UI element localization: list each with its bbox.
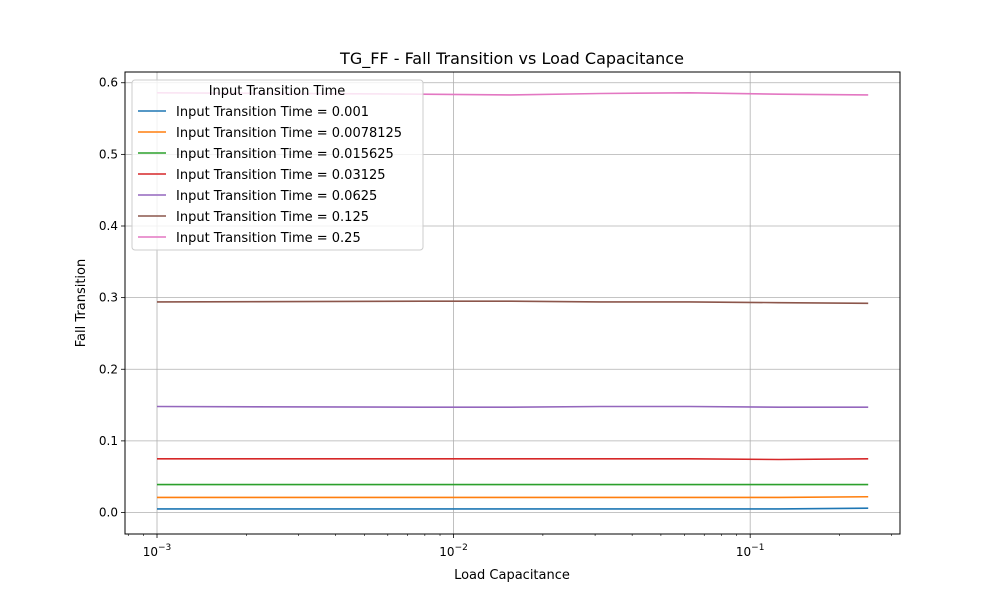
y-tick-label: 0.0 [99, 506, 118, 520]
chart-title: TG_FF - Fall Transition vs Load Capacita… [339, 49, 684, 69]
y-tick-label: 0.1 [99, 434, 118, 448]
x-tick-label: 10−3 [143, 543, 172, 559]
y-tick-label: 0.6 [99, 76, 118, 90]
y-tick-label: 0.4 [99, 219, 118, 233]
legend-entry-3: Input Transition Time = 0.015625 [176, 147, 394, 162]
x-tick-label: 10−2 [439, 543, 468, 559]
series-line-1 [157, 507, 869, 510]
series-line-6 [156, 300, 869, 305]
x-tick-label: 10−1 [736, 543, 765, 559]
y-axis-label: Fall Transition [74, 259, 89, 347]
legend-title: Input Transition Time [209, 84, 346, 99]
legend-entry-5: Input Transition Time = 0.0625 [176, 189, 377, 204]
series-line-5 [156, 405, 869, 409]
y-tick-label: 0.2 [99, 362, 118, 376]
legend-entry-4: Input Transition Time = 0.03125 [176, 168, 386, 183]
plot-frame [124, 71, 901, 535]
axis-ticks: 10−3 10−2 10−1 0.0 0.1 0.2 0.3 0.4 0.5 0.6 [99, 76, 892, 559]
legend-entry-7: Input Transition Time = 0.25 [176, 231, 361, 246]
legend-entry-1: Input Transition Time = 0.001 [176, 105, 369, 120]
legend-box [131, 79, 424, 251]
series-lines [156, 91, 869, 510]
series-line-2 [157, 495, 869, 499]
legend-entry-2: Input Transition Time = 0.0078125 [176, 126, 402, 141]
y-tick-label: 0.3 [99, 291, 118, 305]
x-axis-label: Load Capacitance [454, 568, 570, 583]
legend: Input Transition Time Input Transition T… [131, 79, 424, 251]
series-line-4 [157, 457, 869, 461]
legend-entry-6: Input Transition Time = 0.125 [176, 210, 369, 225]
y-tick-label: 0.5 [99, 147, 118, 161]
